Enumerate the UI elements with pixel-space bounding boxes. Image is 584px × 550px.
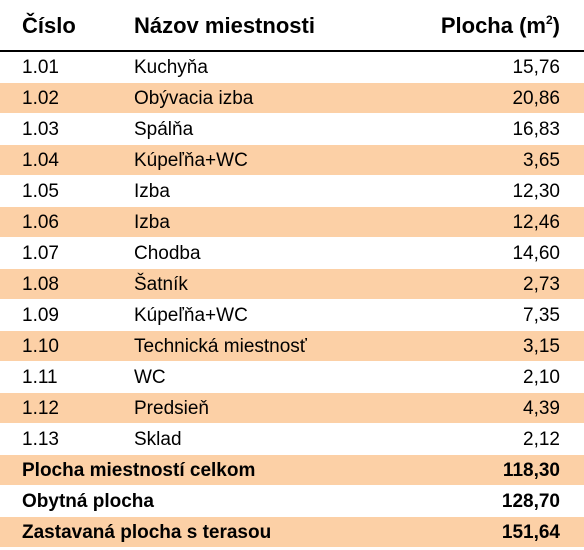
table-row: 1.07 Chodba 14,60 bbox=[0, 238, 584, 269]
summary-label: Plocha miestností celkom bbox=[22, 460, 256, 481]
room-area: 14,60 bbox=[512, 243, 560, 264]
room-area: 2,12 bbox=[523, 429, 560, 450]
header-area-close: ) bbox=[552, 13, 560, 38]
room-area: 3,65 bbox=[523, 150, 560, 171]
room-name: Sklad bbox=[134, 429, 182, 450]
room-number: 1.04 bbox=[22, 150, 59, 171]
room-number: 1.05 bbox=[22, 181, 59, 202]
room-name: Kúpeľňa+WC bbox=[134, 150, 248, 171]
summary-row: Zastavaná plocha s terasou 151,64 bbox=[0, 517, 584, 548]
header-area: Plocha (m2) bbox=[441, 0, 560, 55]
table-row: 1.05 Izba 12,30 bbox=[0, 176, 584, 207]
table-row: 1.03 Spálňa 16,83 bbox=[0, 114, 584, 145]
table-header-row: Číslo Názov miestnosti Plocha (m2) bbox=[0, 0, 584, 52]
room-name: Kuchyňa bbox=[134, 57, 208, 78]
room-number: 1.10 bbox=[22, 336, 59, 357]
room-number: 1.08 bbox=[22, 274, 59, 295]
table-row: 1.08 Šatník 2,73 bbox=[0, 269, 584, 300]
header-number: Číslo bbox=[22, 13, 76, 38]
room-number: 1.03 bbox=[22, 119, 59, 140]
table-row: 1.13 Sklad 2,12 bbox=[0, 424, 584, 455]
table-row: 1.12 Predsieň 4,39 bbox=[0, 393, 584, 424]
room-area: 12,30 bbox=[512, 181, 560, 202]
summary-row: Obytná plocha 128,70 bbox=[0, 486, 584, 517]
summary-value: 128,70 bbox=[501, 491, 560, 512]
summary-value: 118,30 bbox=[502, 460, 560, 481]
table-row: 1.11 WC 2,10 bbox=[0, 362, 584, 393]
room-number: 1.01 bbox=[22, 57, 59, 78]
table-row: 1.10 Technická miestnosť 3,15 bbox=[0, 331, 584, 362]
room-area: 2,73 bbox=[523, 274, 560, 295]
table-row: 1.06 Izba 12,46 bbox=[0, 207, 584, 238]
room-number: 1.12 bbox=[22, 398, 59, 419]
room-number: 1.07 bbox=[22, 243, 59, 264]
room-number: 1.13 bbox=[22, 429, 59, 450]
room-number: 1.02 bbox=[22, 88, 59, 109]
room-name: Chodba bbox=[134, 243, 201, 264]
room-area: 12,46 bbox=[512, 212, 560, 233]
room-area: 4,39 bbox=[523, 398, 560, 419]
table-row: 1.02 Obývacia izba 20,86 bbox=[0, 83, 584, 114]
room-name: Technická miestnosť bbox=[134, 336, 307, 357]
header-area-superscript: 2 bbox=[545, 13, 553, 27]
room-name: Izba bbox=[134, 212, 170, 233]
room-name: Kúpeľňa+WC bbox=[134, 305, 248, 326]
room-name: Predsieň bbox=[134, 398, 209, 419]
room-name: WC bbox=[134, 367, 166, 388]
room-name: Spálňa bbox=[134, 119, 194, 140]
room-number: 1.06 bbox=[22, 212, 59, 233]
summary-value: 151,64 bbox=[501, 522, 560, 543]
room-number: 1.11 bbox=[22, 367, 58, 388]
room-name: Izba bbox=[134, 181, 170, 202]
room-number: 1.09 bbox=[22, 305, 59, 326]
room-area: 15,76 bbox=[512, 57, 560, 78]
room-rows: 1.01 Kuchyňa 15,76 1.02 Obývacia izba 20,86 1.… bbox=[0, 52, 584, 455]
table-row: 1.09 Kúpeľňa+WC 7,35 bbox=[0, 300, 584, 331]
room-area: 7,35 bbox=[523, 305, 560, 326]
summary-row: Plocha miestností celkom 118,30 bbox=[0, 455, 584, 486]
table-row: 1.04 Kúpeľňa+WC 3,65 bbox=[0, 145, 584, 176]
room-area: 20,86 bbox=[512, 88, 560, 109]
header-room-name: Názov miestnosti bbox=[134, 13, 315, 38]
totals-rows: Plocha miestností celkom 118,30 Obytná plo… bbox=[0, 455, 584, 548]
table-row: 1.01 Kuchyňa 15,76 bbox=[0, 52, 584, 83]
summary-label: Obytná plocha bbox=[22, 491, 154, 512]
room-area: 16,83 bbox=[512, 119, 560, 140]
header-area-text: Plocha (m bbox=[440, 13, 546, 38]
room-area: 3,15 bbox=[523, 336, 560, 357]
room-name: Obývacia izba bbox=[134, 88, 254, 109]
room-name: Šatník bbox=[134, 274, 188, 295]
room-area: 2,10 bbox=[523, 367, 560, 388]
summary-label: Zastavaná plocha s terasou bbox=[22, 522, 272, 543]
